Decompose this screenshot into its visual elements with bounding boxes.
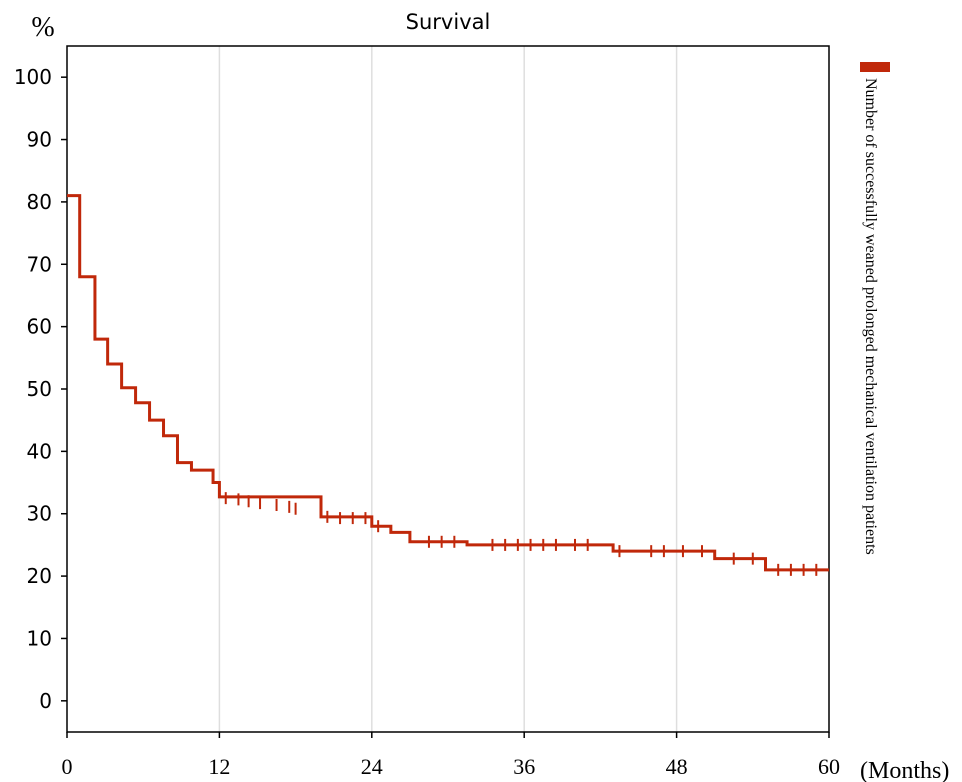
x-tick-label: 60 <box>818 754 840 779</box>
y-tick-label: 60 <box>27 315 52 339</box>
y-tick-label: 80 <box>27 190 52 214</box>
x-tick-label: 36 <box>513 754 535 779</box>
chart-title: Survival <box>406 10 491 34</box>
x-tick-label: 48 <box>666 754 688 779</box>
y-tick-label: 40 <box>27 439 52 463</box>
x-tick-label: 12 <box>208 754 230 779</box>
x-tick-label: 24 <box>361 754 383 779</box>
x-axis-ticks: 0 12 24 36 48 60 <box>62 732 841 779</box>
y-tick-label: 20 <box>27 564 52 588</box>
legend-swatch <box>860 62 890 72</box>
y-tick-label: 30 <box>27 502 52 526</box>
y-axis-ticks: 0 10 20 30 40 50 60 70 80 90 100 <box>14 65 67 713</box>
y-tick-label: 10 <box>27 626 52 650</box>
x-tick-label: 0 <box>62 754 73 779</box>
grid-lines <box>219 46 676 732</box>
y-tick-label: 100 <box>14 65 52 89</box>
plot-frame <box>67 46 829 732</box>
y-axis-label: % <box>31 12 54 43</box>
x-axis-label: (Months) <box>860 758 949 782</box>
y-tick-label: 70 <box>27 252 52 276</box>
y-tick-label: 90 <box>27 128 52 152</box>
legend-series-label: Number of successfully weaned prolonged … <box>862 78 879 555</box>
survival-step-line <box>67 196 829 570</box>
series-layer <box>67 196 829 576</box>
y-tick-label: 50 <box>27 377 52 401</box>
y-tick-label: 0 <box>39 689 52 713</box>
